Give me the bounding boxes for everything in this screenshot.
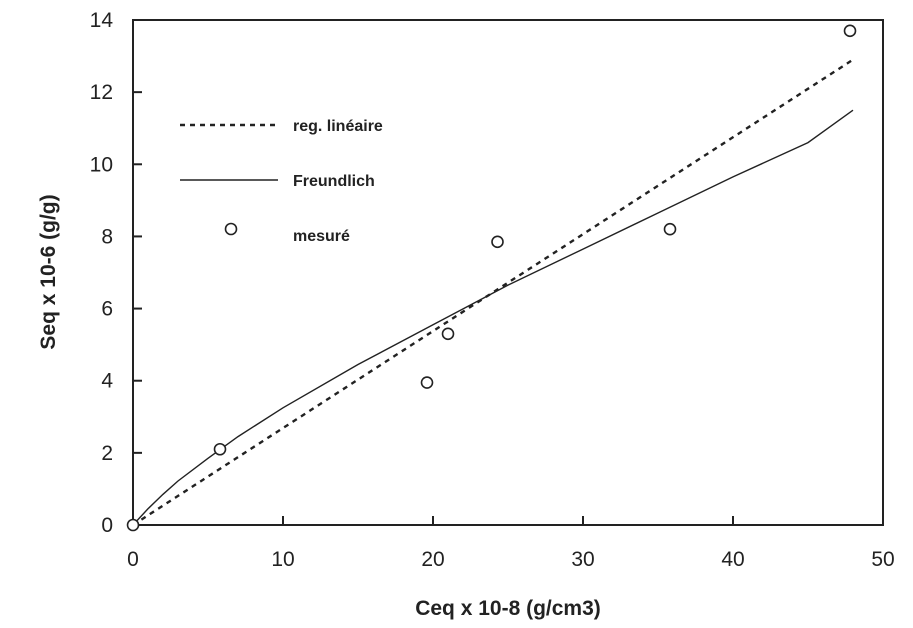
x-axis-label: Ceq x 10-8 (g/cm3) [415,597,601,620]
measured-point [213,442,227,456]
measured-point [491,235,504,249]
plot-frame [132,19,884,526]
series-layer [126,24,857,532]
y-tick-label: 12 [90,81,113,104]
y-tick-label: 2 [101,442,113,465]
x-tick-label: 40 [721,548,744,571]
regression-line [132,58,854,527]
y-axis-label: Seq x 10-6 (g/g) [37,194,60,349]
y-tick-label: 14 [90,9,114,32]
x-tick-label: 50 [871,548,894,571]
measured-point [441,327,455,341]
y-tick-label: 8 [101,225,113,248]
legend-label: mesuré [293,228,350,245]
y-tick-label: 10 [90,153,113,176]
measured-point [843,24,857,38]
y-tick-label: 6 [101,298,113,321]
x-tick-label: 0 [127,548,139,571]
x-tick-label: 30 [571,548,594,571]
measured-point [126,518,140,532]
measured-point [420,376,434,389]
legend: reg. linéaire Freundlich mesuré [180,118,383,245]
x-tick-label: 20 [421,548,444,571]
legend-label: reg. linéaire [293,118,383,135]
legend-symbol-measured [224,222,238,236]
y-tick-label: 0 [101,514,113,537]
y-tick-label: 4 [101,370,113,393]
legend-label: Freundlich [293,173,375,190]
freundlich-curve [132,109,854,526]
x-axis-ticks: 0 10 20 30 40 50 [127,516,895,571]
y-axis-ticks: 0 2 4 6 8 10 12 14 [90,9,142,537]
measured-point [663,222,677,236]
x-tick-label: 10 [271,548,294,571]
